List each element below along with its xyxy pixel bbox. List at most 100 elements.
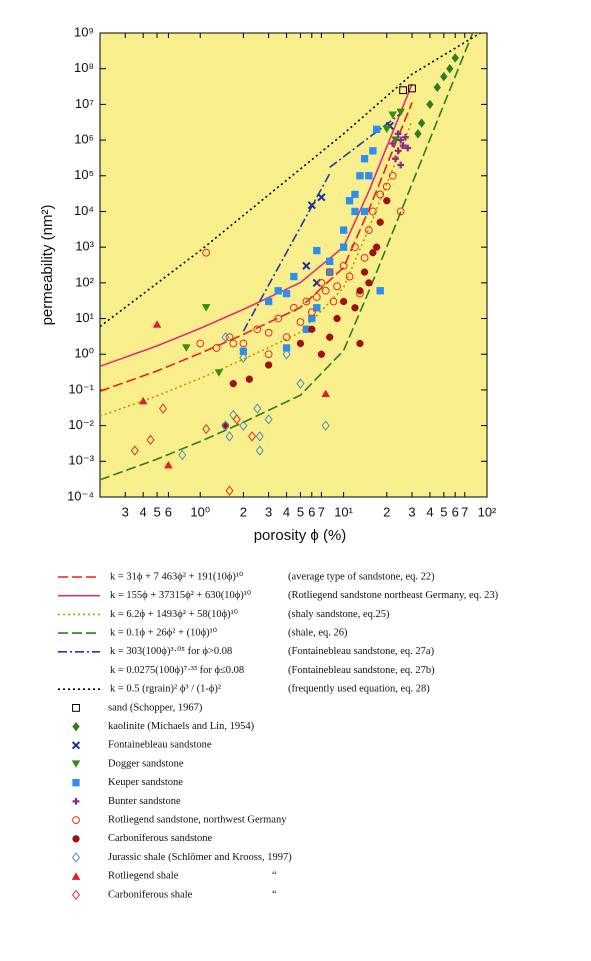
legend-label: Rotliegend sandstone, northwest Germany [108,815,287,826]
data-point [356,339,364,348]
data-point [264,361,273,369]
data-point [321,420,330,431]
data-point [229,379,237,388]
x-tick-label: 4 [140,504,147,519]
data-point [255,431,264,442]
data-point [178,449,187,461]
x-tick-label: 10¹ [334,504,353,519]
data-point [399,86,408,95]
data-point [388,111,398,120]
data-point [389,140,397,147]
legend-description: (shaly sandstone, eq.25) [288,609,390,620]
y-tick-label: 10³ [75,239,94,254]
curve [242,173,331,332]
legend-label: k = 31ϕ + 7 463ϕ² + 191(10ϕ)¹⁰ [110,570,244,582]
data-point [225,431,234,442]
curve [100,33,481,328]
data-point [202,248,211,257]
data-point [351,304,359,312]
data-point [221,420,230,431]
data-point [360,207,369,216]
y-tick-label: 10⁻³ [68,453,94,468]
y-tick-label: 10⁶ [74,132,94,147]
data-point [382,125,392,134]
data-point [138,396,148,405]
data-point [282,344,291,352]
data-point [248,431,257,442]
data-point [382,182,391,191]
legend-note: “ [272,889,277,900]
data-point [264,297,273,306]
legend-label: k = 155ϕ + 37315ϕ² + 630(10ϕ)¹⁰ [110,589,252,601]
data-point [253,325,262,334]
legend-marker [72,835,80,843]
x-tick-label: 7 [461,504,468,519]
data-point [146,434,155,446]
data-point [196,339,205,348]
data-point [404,144,412,152]
legend-label: sand (Schopper, 1967) [108,702,203,713]
legend-label: kaolinite (Michaels and Lin, 1954) [108,721,255,732]
data-point [326,333,334,341]
legend-description: (Fontainebleau sandstone, eq. 27b) [288,665,435,676]
y-tick-label: 10² [75,274,94,289]
data-point [313,246,321,255]
x-tick-label: 6 [452,504,459,519]
data-point [296,318,305,326]
x-tick-label: 10² [478,504,497,519]
data-point [308,325,316,333]
data-point [229,339,238,348]
data-point [317,193,326,202]
x-tick-label: 6 [165,504,172,519]
data-point [339,243,348,251]
data-point [440,71,448,82]
data-point [308,314,316,323]
legend-marker [72,798,80,805]
data-point [376,190,385,199]
legend-description: (frequently used equation, eq. 28) [288,684,430,695]
data-point [212,344,221,352]
legend-note: “ [272,871,277,882]
data-point [221,421,230,430]
legend-marker [71,872,81,880]
data-point [201,304,211,312]
data-point [376,287,384,295]
data-point [239,352,248,363]
data-point [290,272,298,281]
data-point [253,403,262,414]
data-point [321,389,331,398]
data-point [417,118,426,128]
data-point [399,142,407,150]
data-point [264,328,273,337]
data-point [397,161,405,169]
y-tick-label: 10⁰ [74,346,94,361]
data-point [356,287,364,295]
legend-description: (Fontainebleau sandstone, eq. 27a) [288,646,435,657]
x-tick-label: 2 [240,504,247,519]
data-point [164,460,173,469]
data-point [152,320,162,328]
legend-marker [72,721,80,732]
legend-marker [72,704,80,712]
x-tick-label: 5 [440,504,447,519]
data-point [232,414,241,425]
data-point [369,249,377,257]
data-point [239,420,248,431]
data-point [451,53,459,63]
data-point [264,350,273,359]
x-axis-title: porosity ϕ (%) [254,527,347,544]
curve [100,120,413,417]
data-point [317,278,326,287]
data-point [345,197,354,205]
plot-frame [99,32,488,498]
legend-marker [71,741,81,750]
data-point [408,84,416,93]
data-point [325,268,334,277]
data-point [369,147,377,155]
y-tick-label: 10⁵ [74,167,94,182]
legend-label: Rotliegend shale [108,871,179,882]
data-point [239,347,248,356]
data-point [282,289,291,298]
